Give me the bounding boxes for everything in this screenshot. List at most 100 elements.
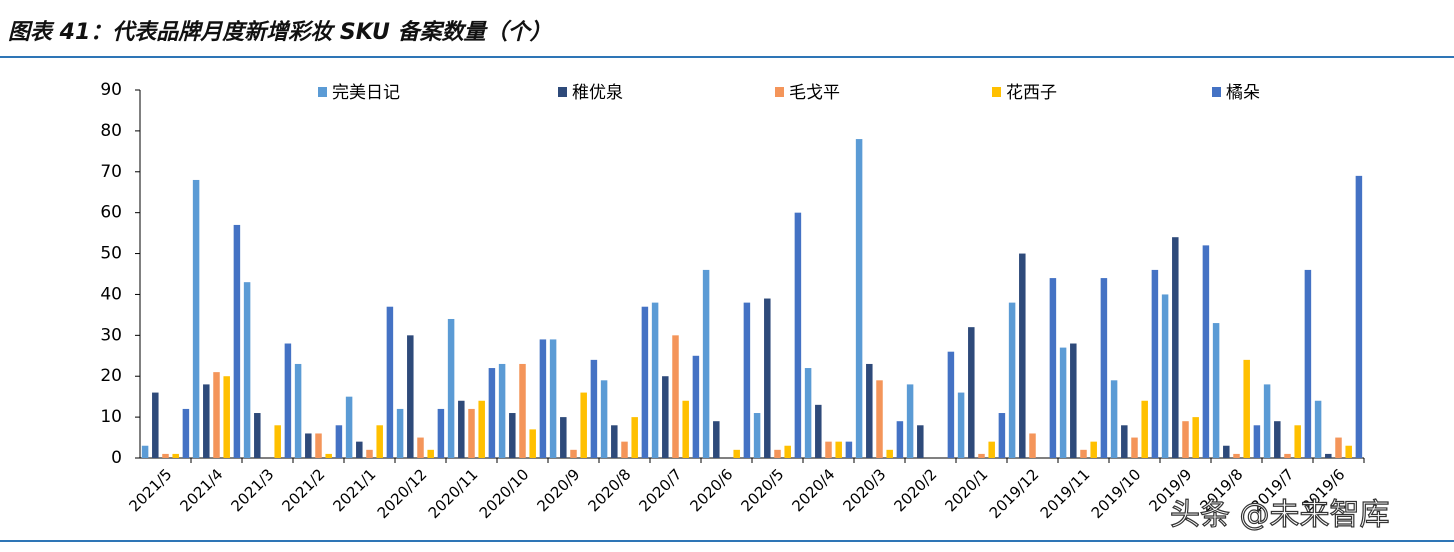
bar [1059,347,1067,458]
bar [498,363,506,458]
bar [1284,453,1291,458]
y-tick-label: 80 [100,121,122,141]
bar [529,429,536,458]
legend-swatch [1212,87,1221,97]
bar [417,437,424,458]
x-tick-label: 2021/2 [278,465,328,515]
bar [988,441,995,458]
bar [539,339,547,458]
bar [549,339,557,458]
bar [611,425,618,458]
bar [896,421,904,458]
bar [1233,453,1240,458]
x-tick-label: 2020/11 [425,465,482,522]
bar [1243,359,1250,458]
legend-swatch [775,87,784,97]
bar [427,449,434,458]
bar [855,139,863,459]
bar [203,384,210,458]
bar [1110,380,1118,458]
x-tick-label: 2020/2 [890,465,940,515]
bar [957,392,965,458]
y-tick-label: 10 [100,407,122,427]
bar [968,327,975,458]
bar [733,449,740,458]
bar [886,449,893,458]
bar [386,306,394,458]
bar [917,425,924,458]
bar [1192,417,1199,458]
legend-swatch [558,87,567,97]
bar [600,380,608,458]
bar [998,413,1006,458]
bar [1223,445,1230,458]
y-tick-label: 40 [100,284,122,304]
bar [1172,237,1179,458]
bar [1274,421,1281,458]
bar [345,396,353,458]
legend-swatch [318,87,327,97]
bar [815,404,822,458]
bar [335,425,343,458]
y-tick-label: 50 [100,244,122,264]
bar [1345,445,1352,458]
bar [672,335,679,458]
bar [784,445,791,458]
legend-label: 稚优泉 [572,83,623,103]
bar [366,449,373,458]
bar [825,441,832,458]
bar [1008,302,1016,458]
bar [509,413,516,458]
bar [1263,384,1271,458]
x-tick-label: 2020/4 [788,465,838,515]
bar [243,282,251,458]
bar [1070,343,1077,458]
legend-swatch [992,87,1001,97]
bar [182,408,190,458]
bar [437,408,445,458]
x-tick-label: 2020/1 [941,465,991,515]
y-tick-label: 60 [100,203,122,223]
bar [682,400,689,458]
bar [1121,425,1128,458]
bar [1212,323,1220,458]
bar [651,302,659,458]
bar [866,363,873,458]
x-tick-label: 2020/3 [839,465,889,515]
bar [254,413,261,458]
bar [764,298,771,458]
bar [794,212,802,458]
bar [162,453,169,458]
bar [1314,400,1322,458]
chart-title: 图表 41：代表品牌月度新增彩妆 SKU 备案数量（个） [8,19,552,45]
bar [396,408,404,458]
x-tick-label: 2019/12 [986,465,1043,522]
x-tick-label: 2020/9 [533,465,583,515]
bar [488,368,496,458]
bar [376,425,383,458]
legend-label: 完美日记 [332,83,400,103]
bar [560,417,567,458]
bar [294,363,302,458]
bar [1100,278,1108,458]
bar [519,363,526,458]
bar [1182,421,1189,458]
bar [743,302,751,458]
bar [570,449,577,458]
bar [1202,245,1210,458]
bar [876,380,883,458]
x-tick-label: 2020/10 [476,465,533,522]
bar [845,441,853,458]
bar [478,400,485,458]
bar [947,351,955,458]
legend-label: 橘朵 [1226,83,1260,103]
bar [305,433,312,458]
bar [1090,441,1097,458]
bar [325,453,332,458]
bar [233,224,241,458]
bar [580,392,587,458]
bar [1325,453,1332,458]
bar [835,441,842,458]
bar [1304,269,1312,458]
